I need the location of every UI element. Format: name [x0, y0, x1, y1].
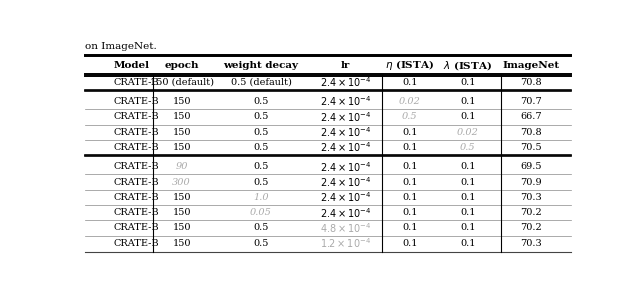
- Text: 70.8: 70.8: [520, 128, 542, 137]
- Text: 0.1: 0.1: [402, 128, 417, 137]
- Text: CRATE-B: CRATE-B: [114, 162, 159, 171]
- Text: 0.1: 0.1: [460, 112, 476, 121]
- Text: $2.4 \times 10^{-4}$: $2.4 \times 10^{-4}$: [319, 125, 371, 139]
- Text: 0.5: 0.5: [253, 178, 269, 187]
- Text: 0.5: 0.5: [253, 162, 269, 171]
- Text: 0.1: 0.1: [460, 178, 476, 187]
- Text: 0.1: 0.1: [460, 223, 476, 232]
- Text: $2.4 \times 10^{-4}$: $2.4 \times 10^{-4}$: [319, 160, 371, 174]
- Text: 0.1: 0.1: [460, 239, 476, 248]
- Text: 0.5 (default): 0.5 (default): [230, 78, 291, 87]
- Text: $2.4 \times 10^{-4}$: $2.4 \times 10^{-4}$: [319, 175, 371, 189]
- Text: 0.1: 0.1: [402, 162, 417, 171]
- Text: 0.02: 0.02: [399, 97, 420, 106]
- Text: 300: 300: [172, 178, 191, 187]
- Text: weight decay: weight decay: [223, 61, 298, 70]
- Text: $2.4 \times 10^{-4}$: $2.4 \times 10^{-4}$: [319, 110, 371, 124]
- Text: CRATE-B: CRATE-B: [114, 239, 159, 248]
- Text: $2.4 \times 10^{-4}$: $2.4 \times 10^{-4}$: [319, 75, 371, 89]
- Text: 66.7: 66.7: [520, 112, 542, 121]
- Text: $\eta$ (ISTA): $\eta$ (ISTA): [385, 58, 435, 72]
- Text: 0.1: 0.1: [402, 223, 417, 232]
- Text: 0.5: 0.5: [253, 143, 269, 152]
- Text: 150: 150: [172, 128, 191, 137]
- Text: $2.4 \times 10^{-4}$: $2.4 \times 10^{-4}$: [319, 95, 371, 109]
- Text: 70.5: 70.5: [520, 143, 542, 152]
- Text: 0.1: 0.1: [402, 178, 417, 187]
- Text: 0.1: 0.1: [460, 78, 476, 87]
- Text: 0.1: 0.1: [402, 78, 417, 87]
- Text: 150: 150: [172, 112, 191, 121]
- Text: 150: 150: [172, 97, 191, 106]
- Text: 70.9: 70.9: [520, 178, 542, 187]
- Text: 70.2: 70.2: [520, 223, 542, 232]
- Text: $\lambda$ (ISTA): $\lambda$ (ISTA): [444, 59, 492, 72]
- Text: 0.1: 0.1: [460, 162, 476, 171]
- Text: 0.5: 0.5: [253, 239, 269, 248]
- Text: 150: 150: [172, 208, 191, 217]
- Text: 0.1: 0.1: [460, 193, 476, 202]
- Text: 150: 150: [172, 193, 191, 202]
- Text: CRATE-B: CRATE-B: [114, 208, 159, 217]
- Text: 0.1: 0.1: [460, 208, 476, 217]
- Text: 0.5: 0.5: [460, 143, 476, 152]
- Text: 70.8: 70.8: [520, 78, 542, 87]
- Text: 90: 90: [175, 162, 188, 171]
- Text: $2.4 \times 10^{-4}$: $2.4 \times 10^{-4}$: [319, 190, 371, 204]
- Text: 150 (default): 150 (default): [150, 78, 214, 87]
- Text: 0.5: 0.5: [402, 112, 418, 121]
- Text: 0.1: 0.1: [402, 239, 417, 248]
- Text: CRATE-B: CRATE-B: [114, 78, 159, 87]
- Text: ImageNet: ImageNet: [503, 61, 560, 70]
- Text: CRATE-B: CRATE-B: [114, 178, 159, 187]
- Text: 69.5: 69.5: [520, 162, 542, 171]
- Text: 0.02: 0.02: [457, 128, 479, 137]
- Text: 0.1: 0.1: [460, 97, 476, 106]
- Text: $2.4 \times 10^{-4}$: $2.4 \times 10^{-4}$: [319, 206, 371, 220]
- Text: 0.5: 0.5: [253, 223, 269, 232]
- Text: 70.7: 70.7: [520, 97, 542, 106]
- Text: 70.3: 70.3: [520, 239, 542, 248]
- Text: CRATE-B: CRATE-B: [114, 112, 159, 121]
- Text: CRATE-B: CRATE-B: [114, 193, 159, 202]
- Text: 0.05: 0.05: [250, 208, 272, 217]
- Text: 150: 150: [172, 239, 191, 248]
- Text: $1.2 \times 10^{-4}$: $1.2 \times 10^{-4}$: [320, 236, 371, 250]
- Text: 150: 150: [172, 143, 191, 152]
- Text: Model: Model: [114, 61, 150, 70]
- Text: 0.1: 0.1: [402, 193, 417, 202]
- Text: 70.3: 70.3: [520, 193, 542, 202]
- Text: 0.5: 0.5: [253, 128, 269, 137]
- Text: 70.2: 70.2: [520, 208, 542, 217]
- Text: on ImageNet.: on ImageNet.: [85, 42, 157, 51]
- Text: lr: lr: [340, 61, 350, 70]
- Text: 0.5: 0.5: [253, 112, 269, 121]
- Text: 0.1: 0.1: [402, 143, 417, 152]
- Text: 150: 150: [172, 223, 191, 232]
- Text: $4.8 \times 10^{-4}$: $4.8 \times 10^{-4}$: [319, 221, 371, 235]
- Text: 0.1: 0.1: [402, 208, 417, 217]
- Text: CRATE-B: CRATE-B: [114, 223, 159, 232]
- Text: CRATE-B: CRATE-B: [114, 143, 159, 152]
- Text: CRATE-B: CRATE-B: [114, 128, 159, 137]
- Text: $2.4 \times 10^{-4}$: $2.4 \times 10^{-4}$: [319, 140, 371, 154]
- Text: CRATE-B: CRATE-B: [114, 97, 159, 106]
- Text: epoch: epoch: [164, 61, 199, 70]
- Text: 0.5: 0.5: [253, 97, 269, 106]
- Text: 1.0: 1.0: [253, 193, 269, 202]
